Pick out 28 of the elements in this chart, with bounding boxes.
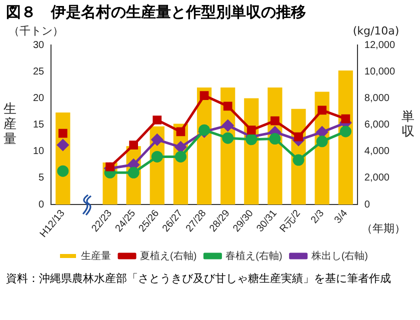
- y-tick-label: 5: [38, 172, 45, 184]
- legend-label: 株出し(右軸): [310, 250, 368, 262]
- y-tick-label: 10: [33, 146, 45, 158]
- chart-title: 図８ 伊是名村の生産量と作型別単収の推移: [5, 2, 307, 23]
- y-tick-label: 25: [33, 66, 45, 78]
- text: （年期）: [361, 222, 406, 235]
- text: 資料：沖縄県農林水産部「さとうきび及び甘しゃ糖生産実績」を基に筆者作成: [5, 271, 392, 286]
- legend-label: 夏植え(右軸): [140, 250, 197, 262]
- y-tick-label: 20: [33, 92, 45, 104]
- y2-tick-label: 8,000: [364, 92, 390, 104]
- y2-tick-label: 10,000: [364, 66, 396, 78]
- y2-tick-label: 12,000: [364, 40, 396, 51]
- text: （千トン）: [8, 24, 64, 38]
- y2-tick-label: 6,000: [364, 120, 390, 131]
- y2-axis-title: 単収: [402, 110, 414, 140]
- legend-label: 生産量: [81, 250, 112, 262]
- x-tick-label: 2/3: [309, 208, 327, 226]
- x-tick-label: 3/4: [332, 208, 350, 226]
- legend-label: 春植え(右軸): [226, 250, 282, 262]
- text: (kg/10a): [352, 24, 400, 38]
- y-tick-label: 30: [33, 40, 45, 51]
- y2-tick-label: 4,000: [364, 146, 390, 158]
- y2-tick-label: 0: [364, 199, 370, 210]
- y-tick-label: 15: [33, 120, 45, 131]
- y-axis-title: 生産量: [4, 102, 16, 148]
- y-tick-label: 0: [38, 199, 45, 210]
- x-tick-label: R元/2: [278, 208, 304, 235]
- y2-tick-label: 2,000: [364, 172, 390, 184]
